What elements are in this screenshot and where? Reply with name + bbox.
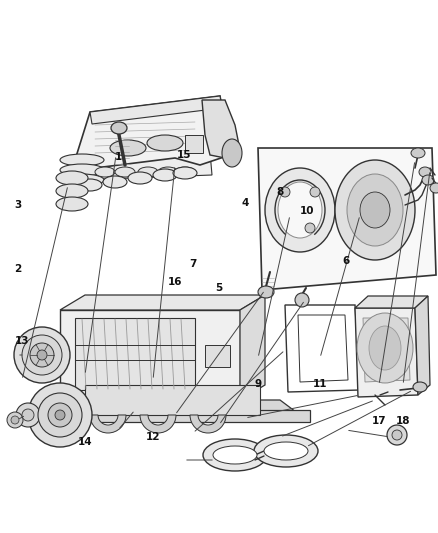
Text: 2: 2 bbox=[14, 264, 21, 274]
Ellipse shape bbox=[48, 403, 72, 427]
Ellipse shape bbox=[153, 169, 177, 181]
Ellipse shape bbox=[387, 425, 407, 445]
Ellipse shape bbox=[110, 140, 146, 156]
Ellipse shape bbox=[30, 343, 54, 367]
Ellipse shape bbox=[173, 167, 197, 179]
Ellipse shape bbox=[28, 383, 92, 447]
Text: 3: 3 bbox=[14, 200, 21, 210]
Ellipse shape bbox=[278, 182, 322, 238]
Ellipse shape bbox=[295, 293, 309, 307]
Ellipse shape bbox=[60, 164, 104, 176]
Polygon shape bbox=[60, 295, 265, 310]
Ellipse shape bbox=[78, 179, 102, 191]
Ellipse shape bbox=[37, 350, 47, 360]
Ellipse shape bbox=[411, 148, 425, 158]
Wedge shape bbox=[140, 415, 176, 433]
Text: 18: 18 bbox=[396, 416, 410, 426]
Ellipse shape bbox=[16, 403, 40, 427]
Bar bbox=[185, 135, 203, 153]
Ellipse shape bbox=[360, 192, 390, 228]
Text: 5: 5 bbox=[215, 283, 223, 293]
Ellipse shape bbox=[347, 174, 403, 246]
Ellipse shape bbox=[430, 183, 438, 193]
Polygon shape bbox=[363, 318, 410, 382]
Ellipse shape bbox=[14, 327, 70, 383]
Polygon shape bbox=[202, 100, 240, 158]
Ellipse shape bbox=[175, 167, 195, 177]
Ellipse shape bbox=[422, 175, 434, 185]
Text: 14: 14 bbox=[78, 438, 93, 447]
Ellipse shape bbox=[60, 154, 104, 166]
Ellipse shape bbox=[264, 442, 308, 460]
Text: 17: 17 bbox=[371, 416, 386, 426]
Bar bbox=[205, 345, 230, 367]
Ellipse shape bbox=[138, 167, 158, 177]
Ellipse shape bbox=[115, 167, 135, 177]
Ellipse shape bbox=[254, 435, 318, 467]
Polygon shape bbox=[75, 96, 230, 168]
Ellipse shape bbox=[95, 167, 115, 177]
Ellipse shape bbox=[147, 135, 183, 151]
Text: 11: 11 bbox=[312, 379, 327, 389]
Ellipse shape bbox=[310, 187, 320, 197]
Ellipse shape bbox=[158, 167, 178, 177]
Polygon shape bbox=[298, 315, 348, 382]
Text: 4: 4 bbox=[242, 198, 249, 207]
Ellipse shape bbox=[38, 393, 82, 437]
Text: 8: 8 bbox=[277, 187, 284, 197]
Polygon shape bbox=[258, 148, 436, 290]
Ellipse shape bbox=[60, 174, 104, 186]
Polygon shape bbox=[355, 308, 418, 397]
Ellipse shape bbox=[265, 168, 335, 252]
Ellipse shape bbox=[128, 172, 152, 184]
Text: 15: 15 bbox=[177, 150, 191, 159]
Polygon shape bbox=[60, 400, 300, 415]
Text: 16: 16 bbox=[168, 278, 183, 287]
Ellipse shape bbox=[11, 416, 19, 424]
Wedge shape bbox=[90, 415, 126, 433]
Polygon shape bbox=[240, 295, 265, 400]
Polygon shape bbox=[415, 296, 430, 395]
Text: 6: 6 bbox=[343, 256, 350, 266]
Ellipse shape bbox=[258, 286, 274, 298]
Text: 1: 1 bbox=[115, 152, 122, 162]
Ellipse shape bbox=[357, 313, 413, 383]
Ellipse shape bbox=[22, 409, 34, 421]
Bar bbox=[60, 410, 310, 422]
Text: 7: 7 bbox=[189, 259, 196, 269]
Ellipse shape bbox=[103, 176, 127, 188]
Ellipse shape bbox=[7, 412, 23, 428]
Ellipse shape bbox=[22, 335, 62, 375]
Ellipse shape bbox=[419, 167, 431, 177]
Ellipse shape bbox=[392, 430, 402, 440]
Ellipse shape bbox=[203, 439, 267, 471]
Polygon shape bbox=[80, 152, 212, 180]
Ellipse shape bbox=[55, 410, 65, 420]
Text: 12: 12 bbox=[146, 432, 161, 442]
Ellipse shape bbox=[56, 197, 88, 211]
Ellipse shape bbox=[222, 139, 242, 167]
Text: 9: 9 bbox=[255, 379, 262, 389]
Ellipse shape bbox=[111, 122, 127, 134]
Ellipse shape bbox=[305, 223, 315, 233]
Ellipse shape bbox=[280, 187, 290, 197]
Wedge shape bbox=[190, 415, 226, 433]
Ellipse shape bbox=[369, 326, 401, 370]
Polygon shape bbox=[85, 385, 260, 415]
Polygon shape bbox=[75, 318, 195, 390]
Ellipse shape bbox=[213, 446, 257, 464]
Polygon shape bbox=[60, 310, 240, 400]
Polygon shape bbox=[355, 296, 428, 308]
Polygon shape bbox=[90, 96, 222, 124]
Text: 10: 10 bbox=[299, 206, 314, 215]
Ellipse shape bbox=[56, 171, 88, 185]
Ellipse shape bbox=[56, 184, 88, 198]
Ellipse shape bbox=[335, 160, 415, 260]
Text: 13: 13 bbox=[14, 336, 29, 346]
Ellipse shape bbox=[413, 382, 427, 392]
